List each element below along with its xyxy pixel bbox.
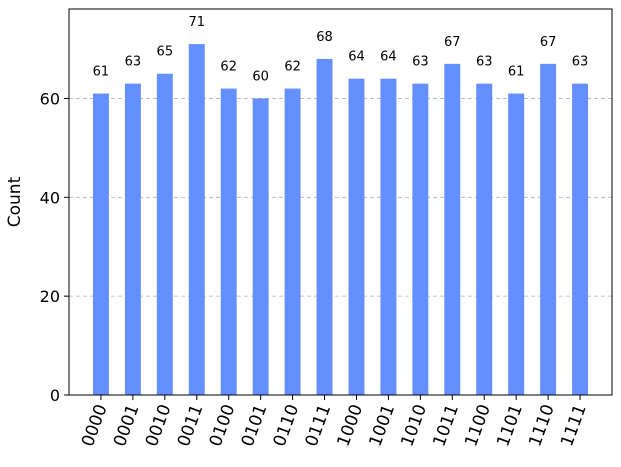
- bar: [92, 93, 109, 396]
- data-label: 67: [444, 35, 461, 50]
- bar: [476, 83, 493, 396]
- x-tick-label: 1100: [461, 402, 495, 449]
- data-label: 63: [412, 55, 429, 70]
- y-tick-label: 20: [40, 287, 60, 306]
- y-axis-label: Count: [5, 176, 25, 227]
- x-tick-label: 0101: [238, 402, 272, 449]
- bar: [316, 58, 333, 395]
- bar: [540, 63, 557, 395]
- data-label: 64: [380, 50, 397, 65]
- bar: [156, 73, 173, 395]
- x-tick-label: 1101: [493, 402, 527, 449]
- data-label: 61: [93, 65, 110, 80]
- x-tick-label: 0100: [206, 402, 240, 449]
- data-label: 63: [476, 55, 493, 70]
- data-label: 67: [540, 35, 557, 50]
- x-tick-label: 1000: [334, 402, 368, 449]
- x-tick-label: 0010: [142, 402, 176, 449]
- y-tick-label: 0: [50, 386, 60, 405]
- data-label: 62: [220, 60, 237, 75]
- y-tick-label: 60: [40, 89, 60, 108]
- data-label: 63: [572, 55, 589, 70]
- bar: [508, 93, 525, 396]
- plot-frame: [68, 8, 613, 396]
- x-tick-label: 0011: [174, 402, 208, 449]
- bar: [188, 44, 205, 395]
- data-label: 64: [348, 50, 365, 65]
- x-tick-label: 0000: [78, 402, 112, 449]
- data-label: 71: [188, 15, 205, 30]
- data-label: 61: [508, 65, 525, 80]
- x-tick-label: 0110: [270, 402, 304, 449]
- data-label: 60: [252, 69, 269, 84]
- bar: [380, 78, 397, 396]
- bar: [348, 78, 365, 396]
- bar: [412, 83, 429, 396]
- data-label: 65: [157, 45, 174, 60]
- bar: [220, 88, 237, 396]
- bar: [124, 83, 141, 396]
- bar: [572, 83, 589, 396]
- x-tick-label: 1110: [525, 402, 559, 449]
- x-tick-label: 0001: [110, 402, 144, 449]
- x-tick-label: 1011: [429, 402, 463, 449]
- x-tick-label: 0111: [302, 402, 336, 449]
- bar: [444, 63, 461, 395]
- x-tick-label: 1001: [366, 402, 400, 449]
- bar: [284, 88, 301, 396]
- x-tick-label: 1111: [557, 402, 591, 449]
- y-tick-label: 40: [40, 188, 60, 207]
- data-label: 62: [284, 60, 301, 75]
- bar: [252, 98, 269, 396]
- data-label: 68: [316, 30, 333, 45]
- x-tick-label: 1010: [397, 402, 431, 449]
- data-label: 63: [125, 55, 142, 70]
